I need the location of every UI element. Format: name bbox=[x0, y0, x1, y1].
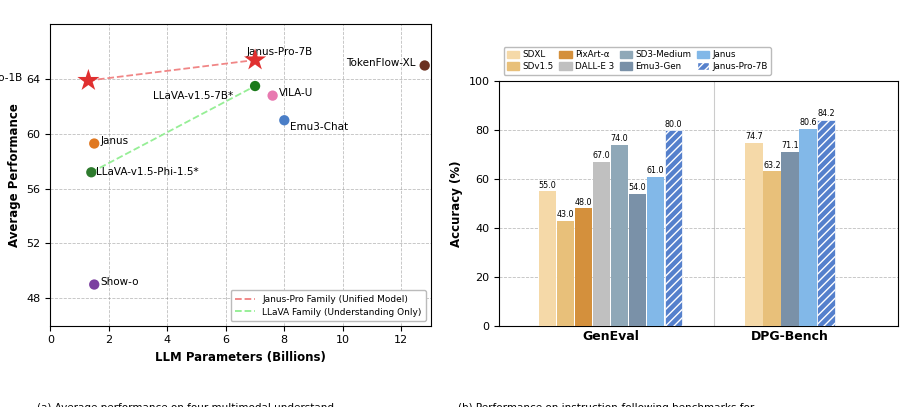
Text: TokenFlow-XL: TokenFlow-XL bbox=[345, 58, 415, 68]
Bar bbox=[763, 171, 780, 326]
Bar bbox=[593, 162, 610, 326]
Point bbox=[87, 140, 102, 147]
Point bbox=[418, 62, 432, 69]
Text: 61.0: 61.0 bbox=[647, 166, 664, 175]
Text: 80.6: 80.6 bbox=[799, 118, 817, 127]
Text: LLaVA-v1.5-Phi-1.5*: LLaVA-v1.5-Phi-1.5* bbox=[95, 167, 199, 177]
Text: 74.0: 74.0 bbox=[611, 134, 628, 143]
X-axis label: LLM Parameters (Billions): LLM Parameters (Billions) bbox=[155, 351, 326, 364]
Text: 43.0: 43.0 bbox=[557, 210, 574, 219]
Bar bbox=[557, 221, 574, 326]
Point bbox=[266, 92, 280, 99]
Text: Show-o: Show-o bbox=[100, 278, 138, 287]
Bar bbox=[539, 191, 556, 326]
Bar bbox=[575, 208, 593, 326]
Point bbox=[277, 117, 291, 123]
Text: 63.2: 63.2 bbox=[763, 160, 780, 170]
Legend: SDXL, SDv1.5, PixArt-α, DALL-E 3, SD3-Medium, Emu3-Gen, Janus, Janus-Pro-7B: SDXL, SDv1.5, PixArt-α, DALL-E 3, SD3-Me… bbox=[504, 47, 771, 74]
Point bbox=[84, 169, 99, 175]
Y-axis label: Accuracy (%): Accuracy (%) bbox=[450, 160, 463, 247]
Text: LLaVA-v1.5-7B*: LLaVA-v1.5-7B* bbox=[153, 91, 233, 101]
Bar bbox=[628, 194, 646, 326]
Text: 54.0: 54.0 bbox=[628, 183, 646, 192]
Text: 48.0: 48.0 bbox=[575, 198, 593, 207]
Bar bbox=[611, 145, 628, 326]
Bar bbox=[781, 152, 799, 326]
Text: Janus-Pro-1B: Janus-Pro-1B bbox=[0, 73, 23, 83]
Text: (b) Performance on instruction-following benchmarks for
text-to-image generation: (b) Performance on instruction-following… bbox=[458, 403, 754, 407]
Bar bbox=[665, 130, 682, 326]
Text: 80.0: 80.0 bbox=[665, 120, 682, 129]
Text: Janus: Janus bbox=[100, 136, 128, 146]
Bar bbox=[800, 129, 816, 326]
Legend: Janus-Pro Family (Unified Model), LLaVA Family (Understanding Only): Janus-Pro Family (Unified Model), LLaVA … bbox=[231, 291, 426, 321]
Text: 55.0: 55.0 bbox=[539, 181, 557, 190]
Text: VILA-U: VILA-U bbox=[278, 88, 312, 98]
Text: Janus-Pro-7B: Janus-Pro-7B bbox=[246, 48, 312, 57]
Text: Emu3-Chat: Emu3-Chat bbox=[290, 122, 348, 132]
Point bbox=[247, 57, 262, 63]
Bar bbox=[647, 177, 664, 326]
Bar bbox=[817, 120, 834, 326]
Text: (a) Average performance on four multimodal understand-
ing benchmarks.: (a) Average performance on four multimod… bbox=[37, 403, 337, 407]
Y-axis label: Average Performance: Average Performance bbox=[8, 103, 21, 247]
Text: 71.1: 71.1 bbox=[781, 141, 799, 150]
Text: 67.0: 67.0 bbox=[593, 151, 610, 160]
Text: 84.2: 84.2 bbox=[817, 109, 834, 118]
Point bbox=[87, 281, 102, 288]
Point bbox=[247, 83, 262, 89]
Text: 74.7: 74.7 bbox=[746, 132, 763, 142]
Point bbox=[81, 77, 96, 84]
Bar bbox=[746, 143, 763, 326]
